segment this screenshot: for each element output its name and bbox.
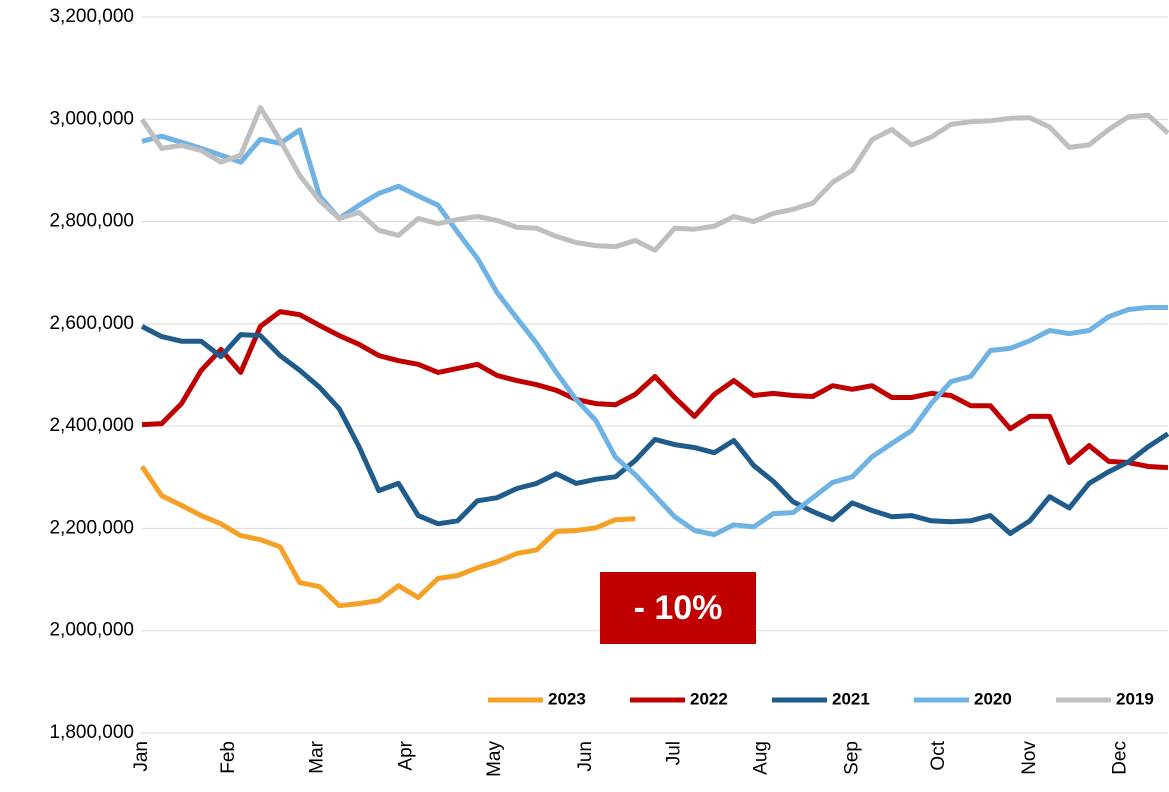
- series-line: [141, 127, 1168, 538]
- x-tick-label: Oct: [928, 740, 949, 770]
- y-tick-label: 3,200,000: [49, 6, 134, 27]
- y-tick-label: 3,000,000: [49, 108, 134, 129]
- x-tick-label: May: [484, 741, 505, 777]
- series-line: [140, 324, 1169, 536]
- legend-label: 2023: [548, 689, 586, 708]
- x-tick-label: Jul: [664, 741, 685, 765]
- x-tick-label: Dec: [1110, 741, 1131, 775]
- legend-label: 2022: [690, 689, 728, 708]
- y-tick-label: 2,400,000: [49, 415, 134, 436]
- series-line: [139, 105, 1169, 253]
- x-tick-label: Mar: [307, 740, 328, 773]
- x-tick-label: Apr: [395, 740, 416, 770]
- annotation-box: [600, 572, 756, 644]
- x-tick-label: Nov: [1019, 741, 1040, 775]
- y-tick-label: 1,800,000: [49, 722, 134, 743]
- y-tick-label: 2,000,000: [49, 620, 134, 641]
- legend-label: 2019: [1116, 689, 1154, 708]
- x-tick-label: Feb: [218, 741, 239, 774]
- annotation: - 10%: [634, 589, 723, 627]
- y-tick-label: 2,200,000: [49, 517, 134, 538]
- legend-label: 2021: [832, 689, 870, 708]
- y-tick-label: 2,600,000: [49, 313, 134, 334]
- series-line: [141, 309, 1169, 471]
- series-line: [139, 465, 636, 609]
- x-tick-label: Sep: [841, 741, 862, 775]
- legend-label: 2020: [974, 689, 1012, 708]
- x-tick-label: Jun: [575, 741, 596, 772]
- x-tick-label: Jan: [131, 741, 152, 772]
- legend: 2023 2022 2021 2020 2019: [488, 689, 1154, 708]
- y-tick-label: 2,800,000: [49, 211, 134, 232]
- x-tick-label: Aug: [751, 741, 772, 775]
